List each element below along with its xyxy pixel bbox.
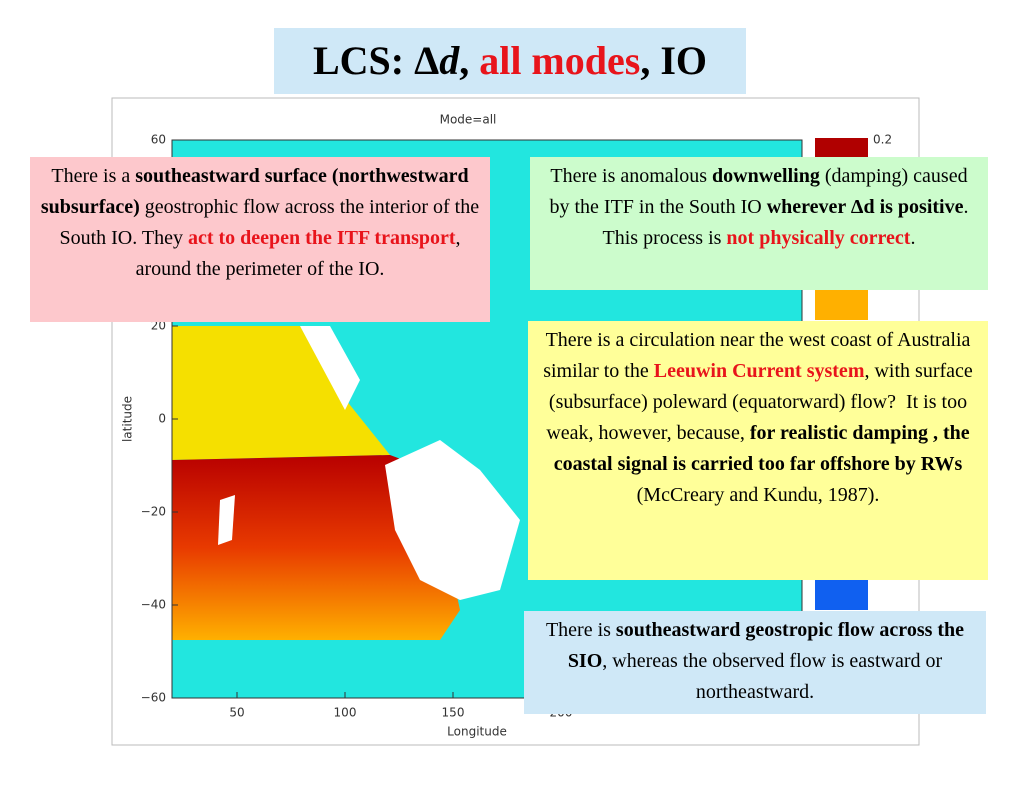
madagascar (218, 495, 235, 545)
run: There is anomalous (550, 165, 713, 187)
australia (385, 440, 520, 600)
y-tick-label: −20 (141, 505, 166, 519)
run: downwelling (712, 165, 820, 187)
run: Leeuwin Current system (653, 360, 865, 382)
run: southeastward surface (northwestward sub… (40, 165, 474, 218)
title-run: all modes (479, 38, 641, 83)
run: southeastward geostropic flow across the… (567, 619, 970, 672)
run: geostrophic flow across the interior of … (59, 196, 485, 249)
x-tick-label: 150 (442, 706, 465, 720)
run: wherever Δd is positive (766, 196, 964, 218)
colorbar-block (815, 138, 868, 158)
x-tick-label: 50 (229, 706, 244, 720)
y-tick-label: 0 (158, 412, 166, 426)
colorbar-label: 0.2 (873, 133, 892, 147)
text-box: There is anomalous downwelling (damping)… (530, 157, 988, 290)
x-tick-label: 100 (334, 706, 357, 720)
run: . This process is (602, 196, 979, 249)
y-tick-label: −60 (141, 691, 166, 705)
title-run: , IO (640, 38, 708, 83)
run: There is a (51, 165, 136, 187)
y-tick-label: −40 (141, 598, 166, 612)
run: (McCreary and Kundu, 1987). (636, 453, 968, 506)
title-run: Δ (414, 38, 440, 83)
figure-title: Mode=all (440, 113, 497, 127)
title-run: LCS: (312, 38, 415, 83)
yellow-region (172, 326, 390, 460)
title-run: , (459, 38, 480, 83)
run: , with surface (subsurface) poleward (eq… (546, 360, 978, 444)
y-axis-label: latitude (121, 396, 135, 442)
run: not physically correct (726, 227, 911, 249)
text-box: There is a circulation near the west coa… (528, 321, 988, 580)
india (300, 326, 360, 410)
run: , around the perimeter of the IO. (135, 227, 466, 280)
run: for realistic damping , the coastal sign… (553, 422, 975, 475)
run: (damping) caused by the ITF in the South… (549, 165, 973, 218)
red-region (172, 455, 460, 640)
slide-title: LCS: Δd, all modes, IO (274, 28, 746, 94)
run: , whereas the observed flow is eastward … (602, 650, 948, 703)
run: . (910, 227, 916, 249)
y-tick-label: 20 (151, 319, 166, 333)
y-tick-label: 60 (151, 133, 166, 147)
title-run: d (439, 38, 460, 83)
text-box: There is southeastward geostropic flow a… (524, 611, 986, 714)
text-box: There is a southeastward surface (northw… (30, 157, 490, 322)
run: There is (545, 619, 616, 641)
x-axis-label: Longitude (447, 725, 507, 739)
run: act to deepen the ITF transport (187, 227, 456, 249)
colorbar-block (815, 580, 868, 610)
run: There is a circulation near the west coa… (543, 329, 976, 382)
